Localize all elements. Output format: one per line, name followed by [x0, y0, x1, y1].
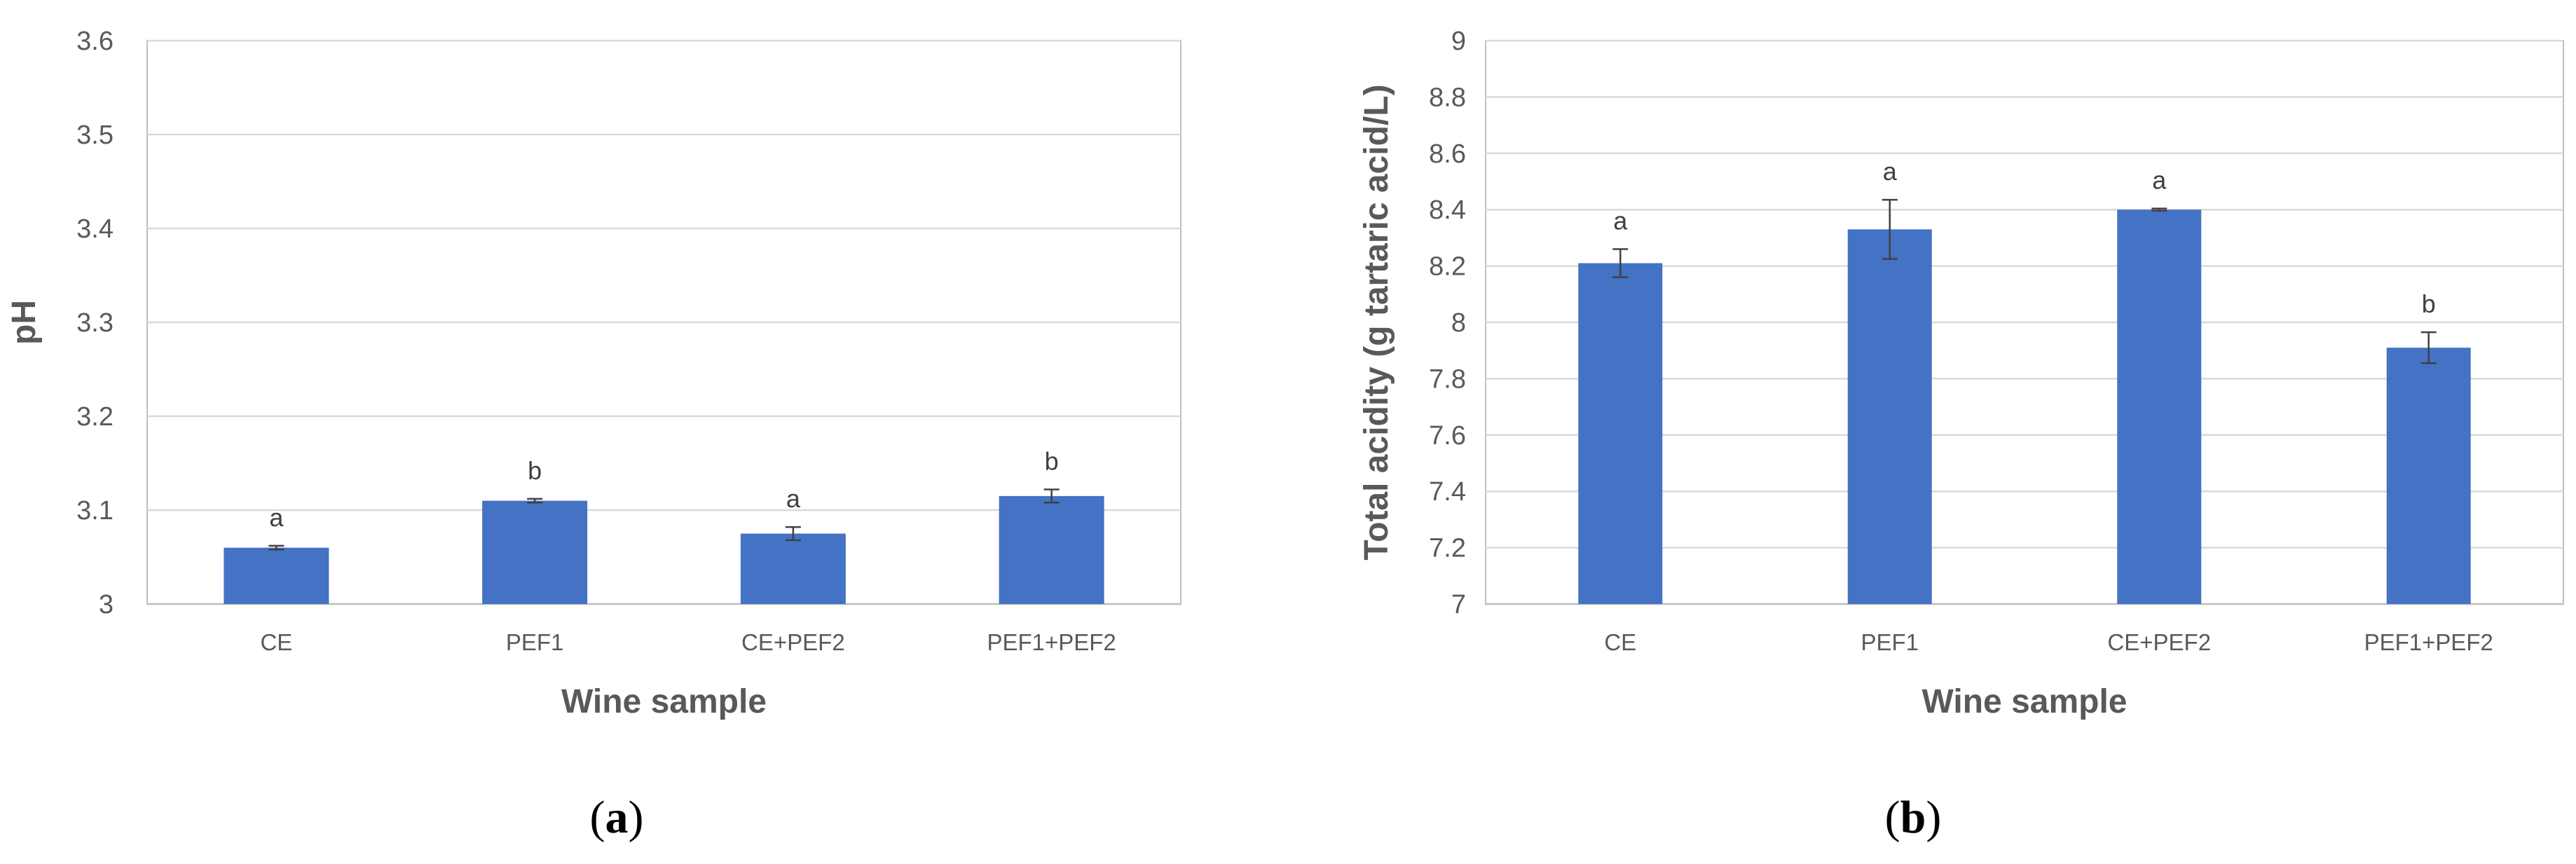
- significance-label: a: [2152, 166, 2167, 195]
- x-tick-label: PEF1+PEF2: [2364, 629, 2493, 655]
- y-tick-label: 8.2: [1429, 252, 1466, 282]
- bar: [2117, 210, 2202, 604]
- y-tick-label: 7.2: [1429, 534, 1466, 563]
- x-tick-label: CE+PEF2: [741, 629, 845, 655]
- chart-panel-a: 3 3.1 3.2 3.3 3.4 3.5 3.6 a CE b PEF1 a CE+PEF2 b PEF1…: [6, 27, 1181, 720]
- y-tick-label: 3.4: [76, 214, 114, 244]
- y-tick-label: 7: [1451, 590, 1466, 619]
- y-tick-label: 3.3: [76, 308, 114, 338]
- y-tick-label: 7.8: [1429, 364, 1466, 394]
- x-tick-label: CE: [1604, 629, 1636, 655]
- y-tick-label: 8.6: [1429, 139, 1466, 169]
- significance-label: b: [528, 456, 542, 485]
- panel-label-b: (b): [1885, 792, 1942, 843]
- bar: [482, 500, 588, 604]
- significance-label: a: [1883, 157, 1898, 186]
- bar: [999, 495, 1104, 604]
- y-tick-label: 7.4: [1429, 477, 1466, 507]
- y-axis-title: Total acidity (g tartaric acid/L): [1358, 84, 1395, 560]
- x-tick-label: PEF1+PEF2: [987, 629, 1116, 655]
- bar: [224, 547, 329, 604]
- bar: [740, 533, 846, 604]
- y-tick-label: 3: [99, 590, 114, 619]
- y-tick-label: 8.4: [1429, 196, 1466, 225]
- y-tick-label: 3.2: [76, 402, 114, 432]
- bar: [1847, 229, 1932, 605]
- x-tick-label: PEF1: [506, 629, 564, 655]
- x-tick-label: PEF1: [1861, 629, 1919, 655]
- significance-label: a: [786, 484, 801, 513]
- y-axis-title: pH: [6, 300, 43, 345]
- y-tick-label: 8: [1451, 308, 1466, 338]
- x-axis-title: Wine sample: [561, 683, 767, 720]
- y-tick-label: 7.6: [1429, 421, 1466, 451]
- x-tick-label: CE: [260, 629, 292, 655]
- y-tick-label: 3.1: [76, 496, 114, 526]
- y-tick-label: 3.5: [76, 121, 114, 150]
- significance-label: b: [2422, 289, 2436, 318]
- panel-label-a: (a): [590, 792, 644, 843]
- y-tick-label: 3.6: [76, 27, 114, 56]
- y-tick-label: 9: [1451, 27, 1466, 56]
- bar: [2386, 348, 2471, 604]
- x-tick-label: CE+PEF2: [2107, 629, 2211, 655]
- y-tick-label: 8.8: [1429, 83, 1466, 112]
- chart-panel-b: 7 7.2 7.4 7.6 7.8 8 8.2 8.4 8.6 8.8 9 a CE a PEF1 a CE+P…: [1358, 27, 2564, 720]
- bar: [1578, 263, 1663, 604]
- x-axis-title: Wine sample: [1922, 683, 2128, 720]
- significance-label: b: [1045, 447, 1059, 476]
- significance-label: a: [1613, 206, 1628, 235]
- significance-label: a: [269, 503, 284, 532]
